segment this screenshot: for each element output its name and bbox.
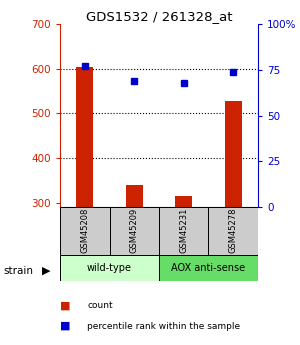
Bar	[126, 185, 143, 207]
Bar	[175, 196, 192, 207]
Text: GSM45208: GSM45208	[80, 207, 89, 253]
FancyBboxPatch shape	[208, 207, 258, 255]
Text: count: count	[87, 301, 112, 310]
Text: GSM45209: GSM45209	[130, 208, 139, 253]
Text: ■: ■	[60, 300, 70, 310]
FancyBboxPatch shape	[60, 255, 159, 281]
Title: GDS1532 / 261328_at: GDS1532 / 261328_at	[86, 10, 232, 23]
Text: percentile rank within the sample: percentile rank within the sample	[87, 322, 240, 331]
FancyBboxPatch shape	[60, 207, 110, 255]
Bar	[225, 101, 242, 207]
FancyBboxPatch shape	[159, 207, 208, 255]
FancyBboxPatch shape	[159, 255, 258, 281]
Text: AOX anti-sense: AOX anti-sense	[171, 263, 246, 273]
Bar	[76, 67, 93, 207]
Text: strain: strain	[3, 266, 33, 276]
Text: ■: ■	[60, 321, 70, 331]
Text: GSM45231: GSM45231	[179, 207, 188, 253]
Text: wild-type: wild-type	[87, 263, 132, 273]
Text: ▶: ▶	[42, 266, 51, 276]
Text: GSM45278: GSM45278	[229, 207, 238, 253]
FancyBboxPatch shape	[110, 207, 159, 255]
